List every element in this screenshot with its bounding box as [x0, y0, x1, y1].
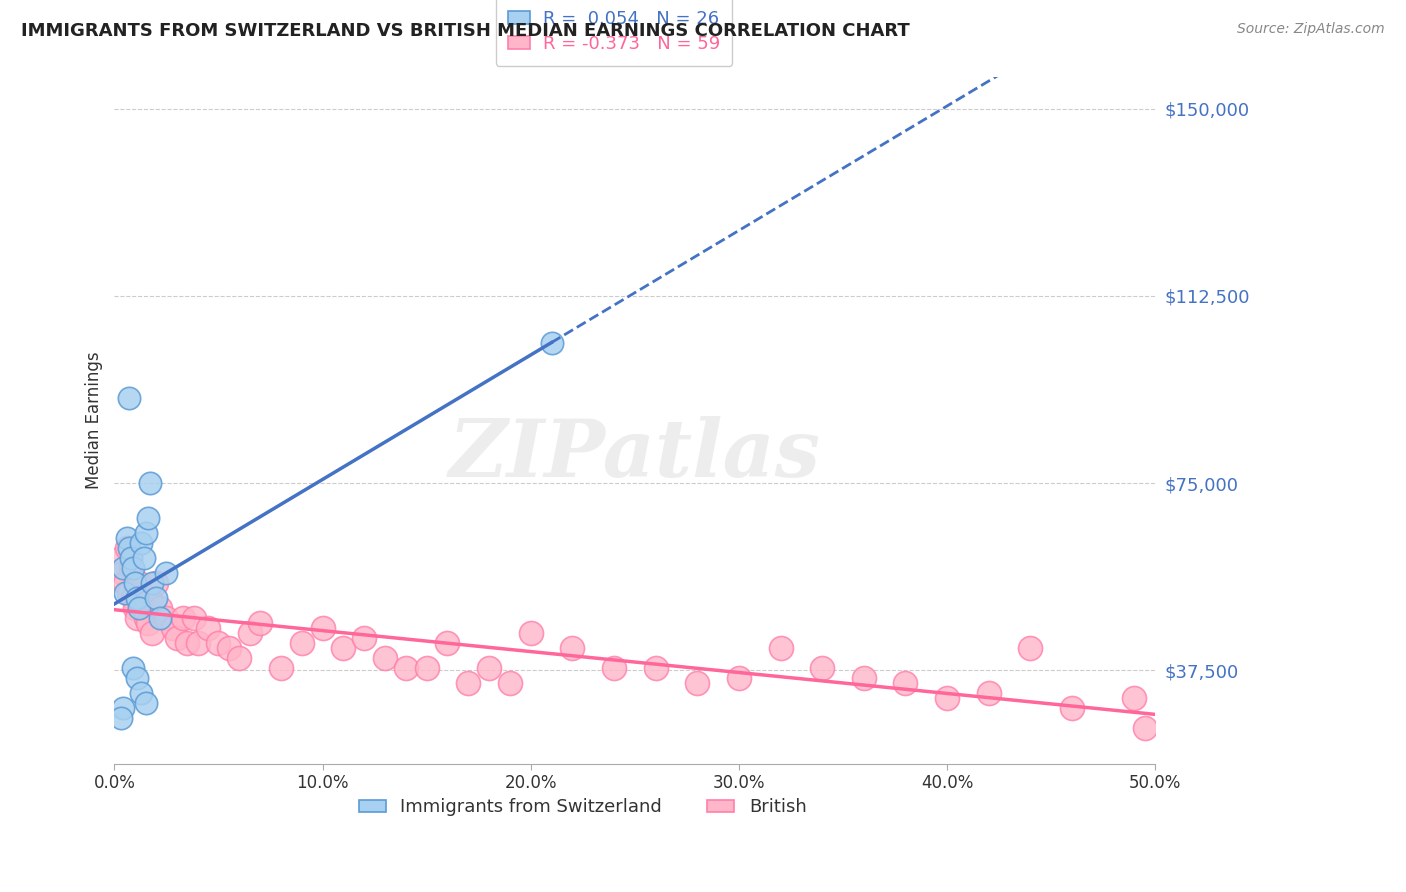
- Point: [769, 640, 792, 655]
- Point: [128, 600, 150, 615]
- Point: [197, 621, 219, 635]
- Point: [540, 336, 562, 351]
- Point: [519, 625, 541, 640]
- Point: [728, 671, 751, 685]
- Point: [332, 640, 354, 655]
- Point: [1123, 690, 1146, 705]
- Point: [139, 476, 162, 491]
- Point: [644, 661, 666, 675]
- Point: [172, 611, 194, 625]
- Point: [115, 541, 138, 555]
- Point: [114, 575, 136, 590]
- Point: [120, 550, 142, 565]
- Point: [127, 591, 149, 605]
- Point: [122, 591, 145, 605]
- Point: [110, 550, 132, 565]
- Point: [603, 661, 626, 675]
- Point: [415, 661, 437, 675]
- Point: [457, 675, 479, 690]
- Point: [561, 640, 583, 655]
- Point: [894, 675, 917, 690]
- Point: [149, 600, 172, 615]
- Point: [135, 525, 157, 540]
- Point: [291, 636, 314, 650]
- Point: [228, 650, 250, 665]
- Point: [124, 600, 146, 615]
- Point: [122, 561, 145, 575]
- Point: [1133, 721, 1156, 735]
- Point: [141, 625, 163, 640]
- Point: [187, 636, 209, 650]
- Point: [155, 611, 177, 625]
- Point: [135, 611, 157, 625]
- Point: [131, 536, 153, 550]
- Point: [149, 611, 172, 625]
- Point: [124, 575, 146, 590]
- Point: [374, 650, 396, 665]
- Point: [111, 700, 134, 714]
- Point: [118, 541, 141, 555]
- Point: [162, 621, 184, 635]
- Point: [852, 671, 875, 685]
- Text: IMMIGRANTS FROM SWITZERLAND VS BRITISH MEDIAN EARNINGS CORRELATION CHART: IMMIGRANTS FROM SWITZERLAND VS BRITISH M…: [21, 22, 910, 40]
- Point: [120, 561, 142, 575]
- Point: [127, 671, 149, 685]
- Point: [145, 575, 167, 590]
- Point: [128, 575, 150, 590]
- Point: [436, 636, 458, 650]
- Point: [811, 661, 834, 675]
- Point: [155, 566, 177, 580]
- Point: [249, 615, 271, 630]
- Point: [115, 531, 138, 545]
- Point: [122, 661, 145, 675]
- Point: [936, 690, 959, 705]
- Point: [141, 575, 163, 590]
- Point: [1019, 640, 1042, 655]
- Point: [110, 711, 132, 725]
- Point: [478, 661, 501, 675]
- Point: [145, 591, 167, 605]
- Point: [353, 631, 375, 645]
- Point: [111, 566, 134, 580]
- Point: [132, 600, 155, 615]
- Point: [395, 661, 418, 675]
- Point: [135, 696, 157, 710]
- Point: [239, 625, 262, 640]
- Point: [111, 561, 134, 575]
- Point: [132, 550, 155, 565]
- Point: [118, 391, 141, 405]
- Point: [311, 621, 333, 635]
- Point: [218, 640, 240, 655]
- Point: [166, 631, 188, 645]
- Point: [131, 686, 153, 700]
- Point: [118, 586, 141, 600]
- Y-axis label: Median Earnings: Median Earnings: [86, 351, 103, 490]
- Point: [207, 636, 229, 650]
- Point: [1060, 700, 1083, 714]
- Point: [686, 675, 709, 690]
- Point: [136, 511, 159, 525]
- Text: ZIPatlas: ZIPatlas: [449, 417, 821, 493]
- Point: [499, 675, 522, 690]
- Point: [977, 686, 1000, 700]
- Point: [183, 611, 205, 625]
- Point: [127, 611, 149, 625]
- Point: [136, 615, 159, 630]
- Point: [176, 636, 198, 650]
- Point: [114, 586, 136, 600]
- Point: [131, 591, 153, 605]
- Point: [270, 661, 292, 675]
- Point: [139, 591, 162, 605]
- Text: Source: ZipAtlas.com: Source: ZipAtlas.com: [1237, 22, 1385, 37]
- Legend: Immigrants from Switzerland, British: Immigrants from Switzerland, British: [352, 791, 814, 823]
